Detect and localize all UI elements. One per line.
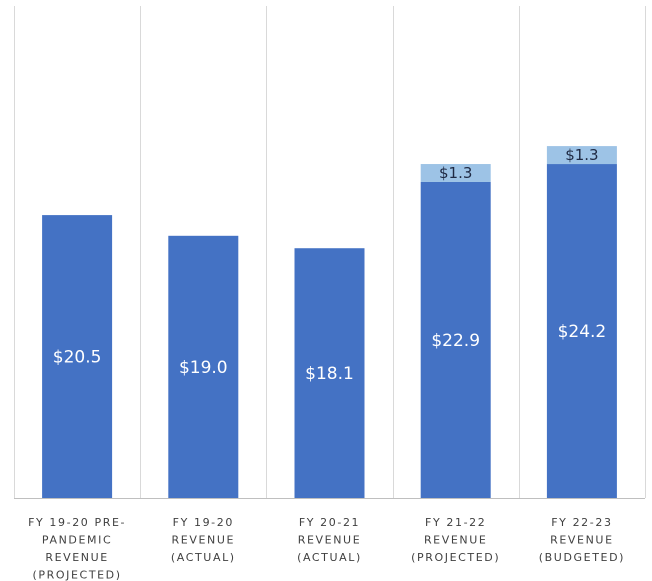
bar-segment — [168, 235, 239, 499]
data-label: $1.3 — [565, 146, 598, 164]
bar-segment — [546, 146, 617, 165]
x-tick-label: REVENUE — [45, 551, 109, 564]
bar-segment — [294, 248, 365, 498]
x-tick-label: (ACTUAL) — [171, 551, 236, 564]
x-tick-label: FY 19-20 PRE- — [28, 516, 126, 529]
bar-segment — [546, 164, 617, 499]
x-tick-label: (BUDGETED) — [539, 551, 625, 564]
x-tick-label: FY 19-20 — [173, 516, 234, 529]
x-tick-label: REVENUE — [550, 534, 614, 547]
bar-segment — [420, 164, 491, 182]
data-label: $18.1 — [305, 364, 354, 384]
bar-segment — [42, 215, 113, 498]
data-label: $22.9 — [431, 331, 480, 351]
x-tick-label: FY 22-23 — [551, 516, 612, 529]
x-tick-label: REVENUE — [424, 534, 488, 547]
x-tick-label: (PROJECTED) — [411, 551, 500, 564]
data-label: $19.0 — [179, 358, 228, 378]
x-tick-label: FY 21-22 — [425, 516, 486, 529]
data-label: $1.3 — [439, 164, 472, 182]
data-label: $24.2 — [558, 322, 607, 342]
x-tick-label: (PROJECTED) — [33, 569, 122, 581]
x-tick-label: REVENUE — [172, 534, 236, 547]
data-label: $20.5 — [53, 348, 102, 368]
bar-segment — [420, 181, 491, 499]
x-tick-label: (ACTUAL) — [297, 551, 362, 564]
x-tick-label: PANDEMIC — [42, 534, 112, 547]
x-tick-label: REVENUE — [298, 534, 362, 547]
x-tick-label: FY 20-21 — [299, 516, 360, 529]
